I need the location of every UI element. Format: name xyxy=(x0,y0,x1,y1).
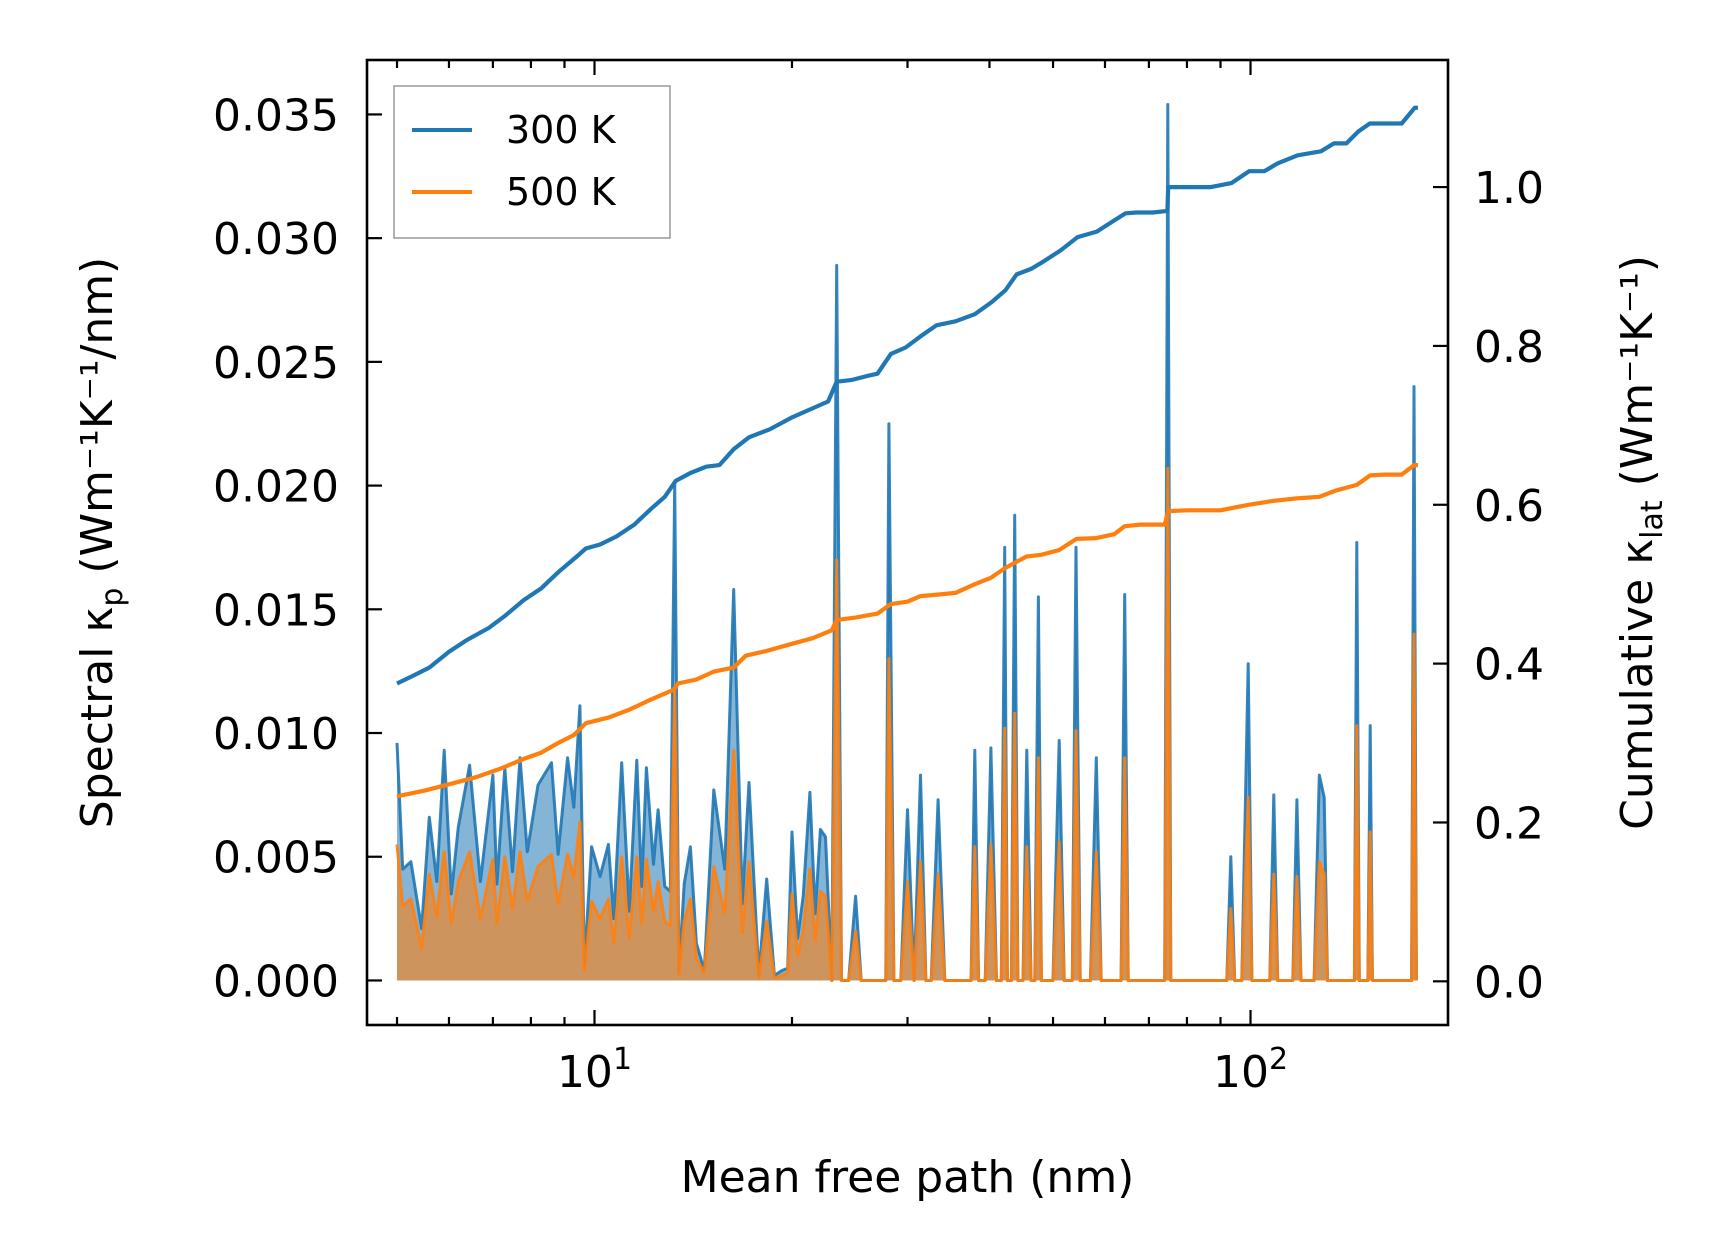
y-right-tick-label: 0.2 xyxy=(1474,798,1544,849)
y-left-tick-label: 0.010 xyxy=(213,709,339,760)
spectral-line-500k xyxy=(395,466,1418,982)
x-tick-label: 101 xyxy=(557,1042,632,1098)
legend: 300 K 500 K xyxy=(393,85,671,239)
y-right-tick-label: 0.4 xyxy=(1474,640,1544,691)
legend-label-300k: 300 K xyxy=(506,108,617,152)
y-left-tick-label: 0.030 xyxy=(213,214,339,265)
y-left-label-sub: p xyxy=(95,588,130,607)
cumulative-line-500k xyxy=(396,463,1418,799)
y-right-label-text: Cumulative κ xyxy=(1612,539,1663,830)
y-left-tick-label: 0.020 xyxy=(213,462,339,513)
legend-label-500k: 500 K xyxy=(506,170,617,214)
x-tick-exp: 2 xyxy=(1269,1042,1288,1077)
legend-frame xyxy=(393,85,671,239)
x-axis-label: Mean free path (nm) xyxy=(681,1152,1135,1203)
y-right-tick-label: 0.8 xyxy=(1474,322,1544,373)
y-right-tick-label: 1.0 xyxy=(1474,163,1544,214)
y-right-label-sub: lat xyxy=(1635,500,1670,539)
y-left-label-unit: (Wm⁻¹K⁻¹/nm) xyxy=(72,257,123,588)
ticks: 101 1020.0000.0050.0100.0150.0200.0250.03… xyxy=(213,60,1544,1098)
x-tick-base: 10 xyxy=(1213,1047,1269,1098)
y-right-tick-label: 0.0 xyxy=(1474,957,1544,1008)
y-left-tick-label: 0.005 xyxy=(213,833,339,884)
spectral-fill-500k xyxy=(397,468,1417,981)
x-tick-exp: 1 xyxy=(613,1042,632,1077)
x-tick-base: 10 xyxy=(557,1047,613,1098)
y-left-tick-label: 0.025 xyxy=(213,338,339,389)
y-axis-right-label: Cumulative κlat (Wm⁻¹K⁻¹) xyxy=(1612,255,1670,830)
y-left-label-text: Spectral κ xyxy=(72,607,123,829)
spectral-fill-300k xyxy=(397,104,1417,981)
y-left-tick-label: 0.000 xyxy=(213,956,339,1007)
x-tick-label: 102 xyxy=(1213,1042,1288,1098)
y-left-tick-label: 0.015 xyxy=(213,585,339,636)
y-right-label-unit: (Wm⁻¹K⁻¹) xyxy=(1612,255,1663,500)
cumulative-line-300k xyxy=(396,105,1418,686)
y-axis-left-label: Spectral κp (Wm⁻¹K⁻¹/nm) xyxy=(72,257,130,828)
y-right-tick-label: 0.6 xyxy=(1474,481,1544,532)
plot-area xyxy=(395,103,1418,982)
y-left-tick-label: 0.035 xyxy=(213,90,339,141)
